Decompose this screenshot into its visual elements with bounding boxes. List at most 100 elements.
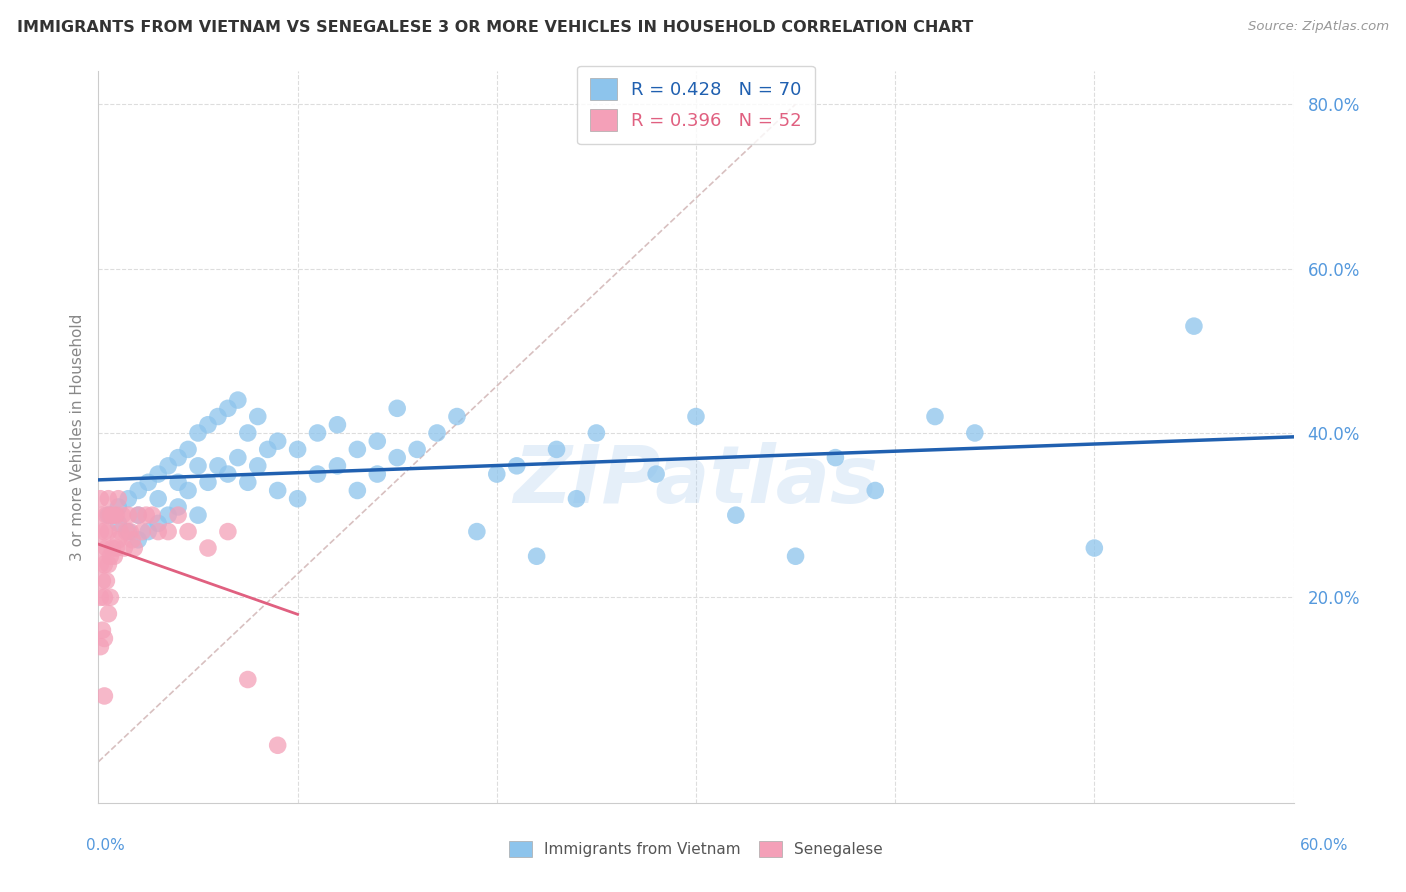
Point — [101, 508, 124, 523]
Point — [824, 450, 846, 465]
Point — [93, 558, 115, 572]
Point — [127, 508, 149, 523]
Y-axis label: 3 or more Vehicles in Household: 3 or more Vehicles in Household — [69, 313, 84, 561]
Point — [89, 591, 111, 605]
Point — [226, 393, 249, 408]
Point — [148, 516, 170, 531]
Point — [177, 483, 200, 498]
Point — [107, 500, 129, 514]
Point — [217, 524, 239, 539]
Text: Source: ZipAtlas.com: Source: ZipAtlas.com — [1249, 20, 1389, 33]
Point — [217, 467, 239, 481]
Point — [177, 524, 200, 539]
Point — [127, 508, 149, 523]
Point — [107, 533, 129, 547]
Text: IMMIGRANTS FROM VIETNAM VS SENEGALESE 3 OR MORE VEHICLES IN HOUSEHOLD CORRELATIO: IMMIGRANTS FROM VIETNAM VS SENEGALESE 3 … — [17, 20, 973, 35]
Text: ZIPatlas: ZIPatlas — [513, 442, 879, 520]
Point — [120, 524, 142, 539]
Point — [103, 508, 125, 523]
Point — [197, 417, 219, 432]
Point — [585, 425, 607, 440]
Point — [96, 508, 118, 523]
Point — [148, 467, 170, 481]
Point — [924, 409, 946, 424]
Point — [785, 549, 807, 564]
Point — [506, 458, 529, 473]
Point — [167, 450, 190, 465]
Point — [112, 541, 135, 555]
Point — [426, 425, 449, 440]
Point — [236, 475, 259, 490]
Point — [105, 508, 128, 523]
Point — [93, 632, 115, 646]
Point — [117, 491, 139, 506]
Point — [267, 434, 290, 449]
Point — [177, 442, 200, 457]
Point — [124, 541, 146, 555]
Point — [465, 524, 488, 539]
Point — [89, 640, 111, 654]
Point — [167, 475, 190, 490]
Point — [115, 524, 138, 539]
Point — [157, 524, 180, 539]
Point — [724, 508, 747, 523]
Point — [157, 508, 180, 523]
Point — [406, 442, 429, 457]
Point — [135, 508, 157, 523]
Point — [366, 467, 388, 481]
Point — [157, 458, 180, 473]
Point — [167, 508, 190, 523]
Point — [93, 591, 115, 605]
Point — [91, 541, 114, 555]
Point — [107, 516, 129, 531]
Point — [97, 508, 120, 523]
Point — [98, 549, 122, 564]
Point — [256, 442, 278, 457]
Point — [187, 425, 209, 440]
Point — [645, 467, 668, 481]
Point — [217, 401, 239, 416]
Point — [98, 508, 122, 523]
Point — [117, 508, 139, 523]
Point — [141, 508, 163, 523]
Point — [127, 483, 149, 498]
Point — [865, 483, 887, 498]
Point — [136, 475, 159, 490]
Point — [148, 491, 170, 506]
Point — [89, 524, 111, 539]
Point — [326, 458, 349, 473]
Point — [167, 500, 190, 514]
Point — [1182, 319, 1205, 334]
Point — [98, 591, 122, 605]
Point — [107, 491, 129, 506]
Point — [187, 508, 209, 523]
Point — [267, 483, 290, 498]
Point — [226, 450, 249, 465]
Legend: Immigrants from Vietnam, Senegalese: Immigrants from Vietnam, Senegalese — [502, 833, 890, 864]
Point — [97, 607, 120, 621]
Point — [1083, 541, 1105, 555]
Point — [385, 450, 409, 465]
Point — [287, 491, 309, 506]
Point — [526, 549, 548, 564]
Point — [131, 524, 153, 539]
Point — [136, 524, 159, 539]
Point — [685, 409, 707, 424]
Point — [110, 524, 132, 539]
Text: 60.0%: 60.0% — [1301, 838, 1348, 853]
Point — [89, 558, 111, 572]
Point — [105, 541, 128, 555]
Point — [93, 524, 115, 539]
Point — [117, 524, 139, 539]
Point — [91, 574, 114, 588]
Point — [127, 533, 149, 547]
Point — [287, 442, 309, 457]
Point — [385, 401, 409, 416]
Point — [97, 558, 120, 572]
Point — [96, 574, 118, 588]
Point — [346, 483, 368, 498]
Point — [236, 673, 259, 687]
Point — [148, 524, 170, 539]
Point — [485, 467, 508, 481]
Point — [307, 467, 329, 481]
